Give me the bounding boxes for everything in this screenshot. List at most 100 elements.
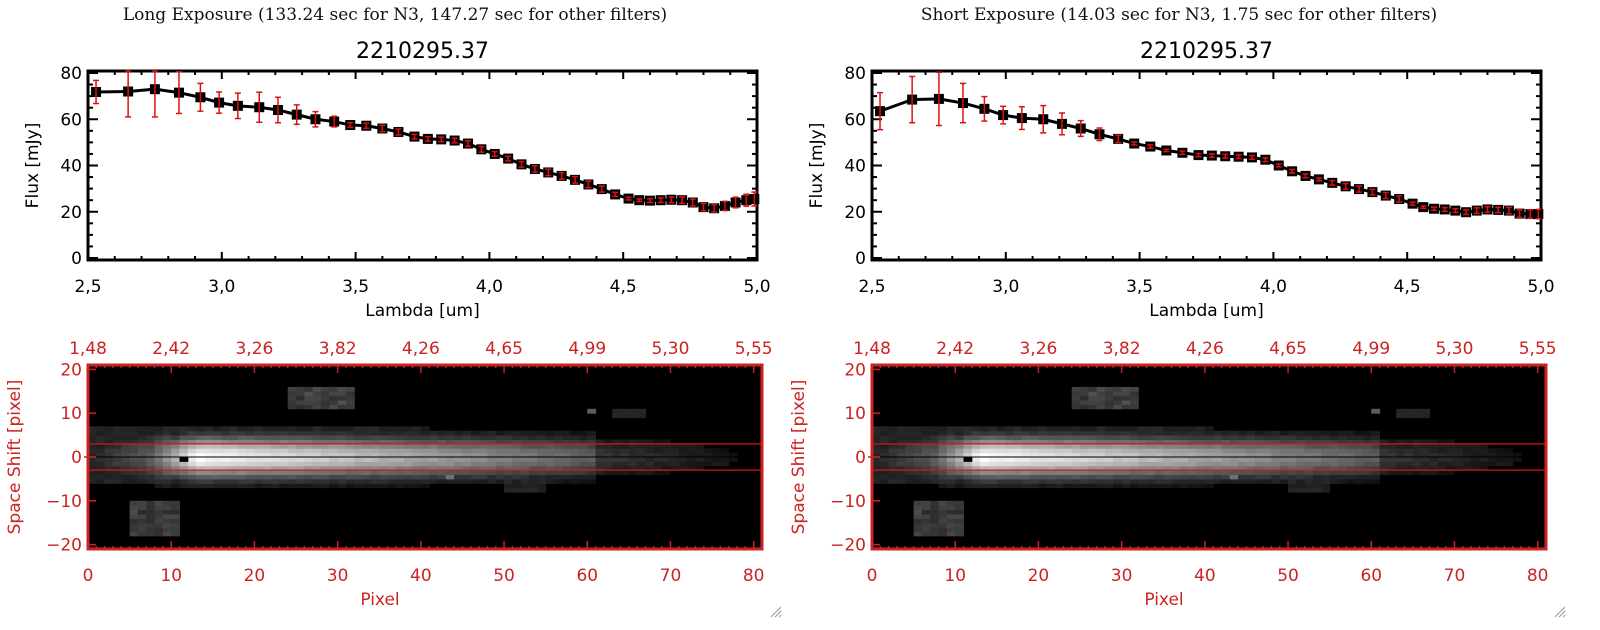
image-pixel bbox=[955, 435, 965, 440]
image-pixel bbox=[1013, 426, 1023, 432]
image-pixel bbox=[529, 478, 538, 484]
image-pixel bbox=[1146, 483, 1156, 489]
resize-grip-icon[interactable] bbox=[1552, 604, 1566, 618]
image-pixel bbox=[620, 457, 630, 462]
image-pixel bbox=[1038, 483, 1048, 489]
image-pixel bbox=[370, 465, 380, 471]
image-pixel bbox=[237, 430, 247, 436]
image-pixel bbox=[229, 465, 239, 471]
image-pixel bbox=[1171, 470, 1181, 476]
image-pixel bbox=[980, 470, 989, 476]
image-pixel bbox=[570, 448, 580, 454]
x-tick-label: 3,0 bbox=[992, 277, 1019, 297]
image-pixel bbox=[1479, 457, 1489, 462]
y-tick-label: 20 bbox=[60, 360, 82, 380]
image-pixel bbox=[1271, 452, 1281, 458]
image-pixel bbox=[487, 452, 497, 458]
image-pixel bbox=[320, 470, 330, 476]
resize-grip-icon[interactable] bbox=[768, 604, 782, 618]
image-pixel bbox=[1121, 395, 1131, 401]
image-pixel bbox=[479, 452, 488, 458]
image-pixel bbox=[988, 448, 998, 454]
image-pixel bbox=[296, 448, 305, 454]
image-pixel bbox=[888, 461, 898, 467]
image-pixel bbox=[304, 439, 314, 445]
image-pixel bbox=[370, 452, 380, 458]
image-pixel bbox=[1113, 395, 1123, 401]
image-pixel bbox=[329, 404, 339, 410]
image-pixel bbox=[996, 435, 1006, 440]
image-pixel bbox=[1038, 448, 1048, 454]
image-pixel bbox=[146, 509, 156, 515]
image-pixel bbox=[1279, 478, 1289, 484]
image-pixel bbox=[137, 509, 147, 515]
image-pixel bbox=[1354, 470, 1364, 476]
image-pixel bbox=[1246, 457, 1256, 462]
image-pixel bbox=[420, 465, 430, 471]
image-pixel bbox=[320, 439, 330, 445]
image-pixel bbox=[296, 435, 305, 440]
image-pixel bbox=[1329, 435, 1339, 440]
long-exposure-panel: Long Exposure (133.24 sec for N3, 147.27… bbox=[0, 0, 790, 630]
image-pixel bbox=[971, 461, 981, 467]
image-pixel bbox=[1129, 452, 1139, 458]
image-pixel bbox=[88, 465, 97, 471]
x-tick-label: 60 bbox=[1360, 566, 1382, 586]
image-pixel bbox=[1254, 448, 1264, 454]
image-pixel bbox=[445, 457, 455, 462]
image-pixel bbox=[1421, 439, 1431, 445]
image-pixel bbox=[1005, 443, 1014, 449]
image-pixel bbox=[946, 461, 956, 467]
image-pixel bbox=[888, 439, 898, 445]
image-pixel bbox=[872, 461, 881, 467]
image-pixel bbox=[337, 478, 347, 484]
y-tick-label: 60 bbox=[60, 110, 82, 130]
image-pixel bbox=[162, 483, 172, 489]
image-pixel bbox=[1113, 474, 1123, 480]
image-pixel bbox=[1321, 487, 1331, 493]
image-pixel bbox=[653, 461, 663, 467]
x-tick-label: 20 bbox=[1028, 566, 1050, 586]
image-pixel bbox=[1071, 443, 1081, 449]
y-tick-label: −20 bbox=[46, 536, 82, 556]
image-pixel bbox=[1129, 400, 1139, 405]
image-pixel bbox=[1088, 439, 1098, 445]
image-pixel bbox=[354, 465, 364, 471]
image-pixel bbox=[1129, 448, 1139, 454]
image-pixel bbox=[196, 443, 205, 449]
image-pixel bbox=[104, 435, 114, 440]
image-pixel bbox=[1038, 457, 1048, 462]
image-pixel bbox=[1104, 439, 1114, 445]
image-pixel bbox=[129, 474, 139, 480]
image-pixel bbox=[905, 430, 915, 436]
image-pixel bbox=[529, 483, 538, 489]
image-pixel bbox=[930, 531, 940, 537]
image-pixel bbox=[1013, 435, 1023, 440]
image-pixel bbox=[921, 461, 931, 467]
image-pixel bbox=[603, 461, 613, 467]
image-pixel bbox=[379, 483, 389, 489]
top-axis-tick-label: 3,82 bbox=[319, 339, 357, 359]
image-pixel bbox=[304, 474, 314, 480]
image-pixel bbox=[1204, 470, 1214, 476]
image-pixel bbox=[154, 509, 164, 515]
image-pixel bbox=[271, 430, 280, 436]
image-pixel bbox=[362, 483, 372, 489]
image-pixel bbox=[420, 430, 430, 436]
image-pixel bbox=[595, 448, 605, 454]
image-pixel bbox=[1188, 483, 1198, 489]
image-pixel bbox=[1055, 448, 1064, 454]
image-pixel bbox=[1063, 443, 1073, 449]
image-pixel bbox=[872, 448, 881, 454]
image-pixel bbox=[387, 443, 397, 449]
image-pixel bbox=[88, 435, 97, 440]
image-pixel bbox=[146, 474, 156, 480]
y-tick-label: −10 bbox=[830, 492, 866, 512]
image-pixel bbox=[1204, 452, 1214, 458]
peak-pixel-marker bbox=[179, 457, 189, 462]
image-pixel bbox=[1088, 404, 1098, 410]
image-pixel bbox=[1329, 439, 1339, 445]
y-tick-label: 60 bbox=[844, 110, 866, 130]
image-pixel bbox=[437, 448, 447, 454]
image-pixel bbox=[296, 404, 305, 410]
